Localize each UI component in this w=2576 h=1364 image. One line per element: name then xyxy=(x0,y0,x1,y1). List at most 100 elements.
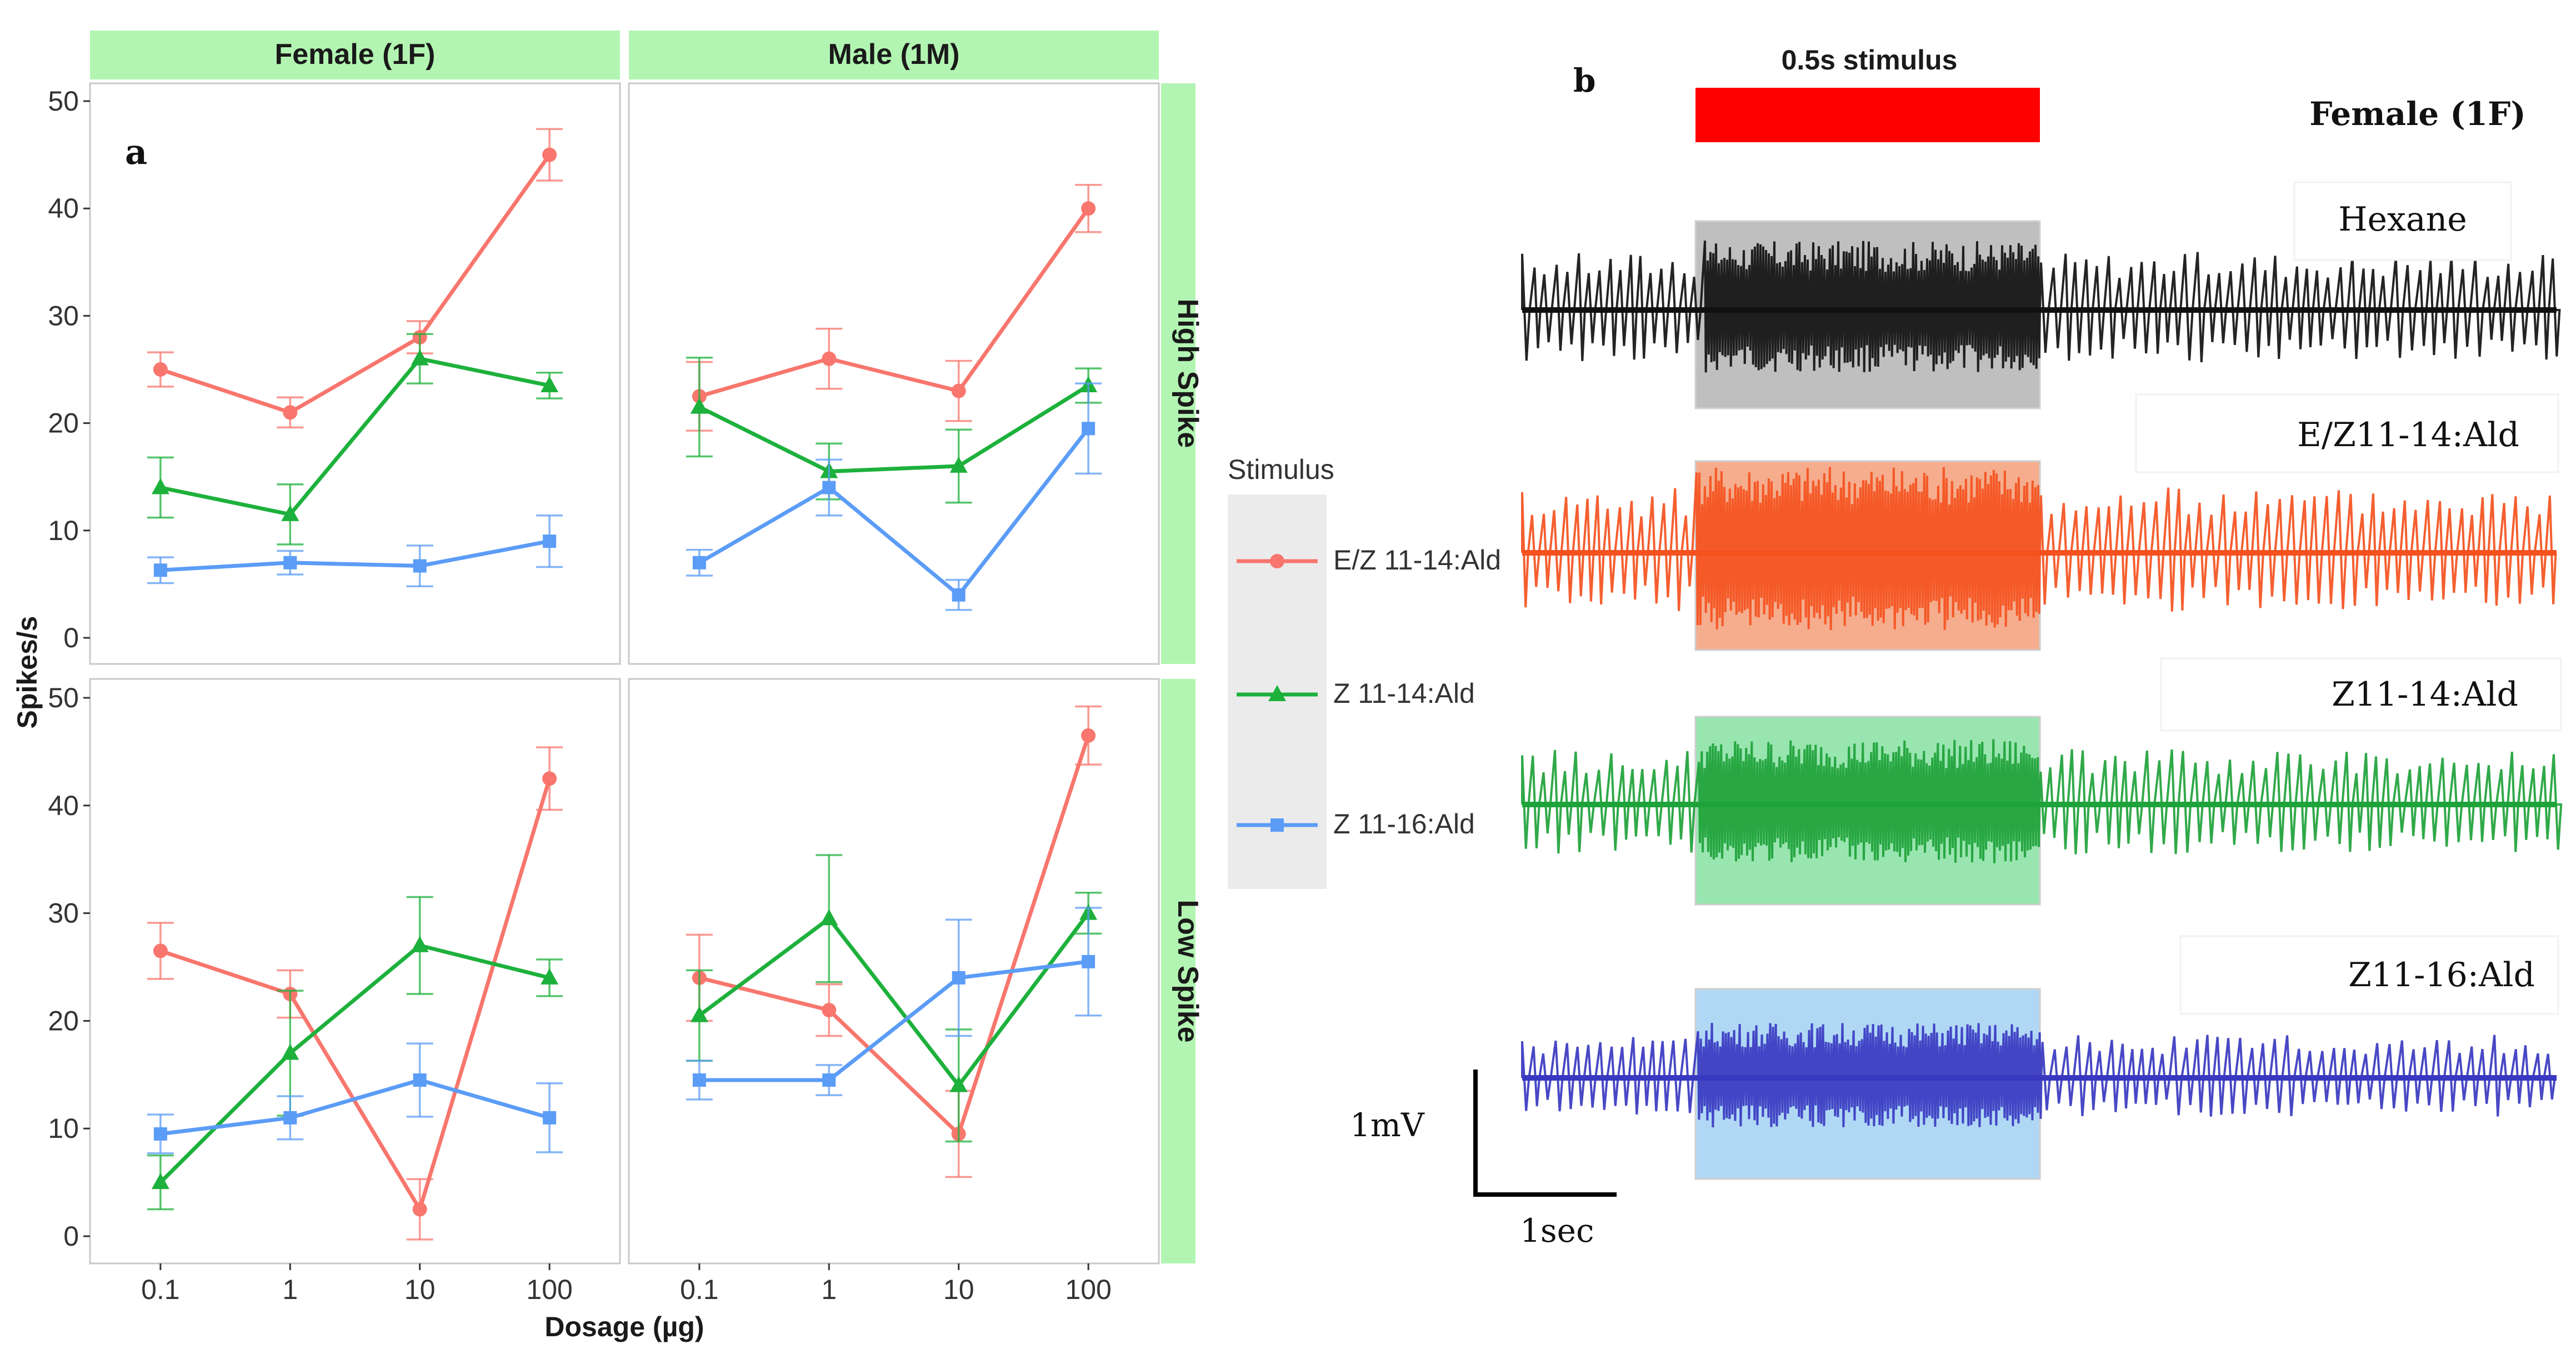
series-line-female-1f-low-spike-z-11-16-ald xyxy=(160,1078,551,1136)
data-point-female-1f-low-spike-z-11-14-ald-0 xyxy=(151,1173,169,1190)
facet-label-low-spike: Low Spike xyxy=(1172,900,1204,1042)
y-tick-label-high-spike-10: 10 xyxy=(48,515,79,546)
data-point-male-1m-high-spike-z-11-16-ald-3 xyxy=(1082,422,1096,436)
label-box-ez-11-14-ald xyxy=(2135,393,2559,473)
y-tick-label-low-spike-0: 0 xyxy=(63,1221,79,1252)
x-tick-label-female-1f-0: 0.1 xyxy=(141,1274,180,1305)
data-point-female-1f-low-spike-z-11-14-ald-2 xyxy=(411,936,429,952)
data-point-male-1m-low-spike-z-11-16-ald-3 xyxy=(1082,955,1096,968)
legend: Stimulus E/Z 11-14:Ald Z 11-14:Ald Z 11-… xyxy=(1228,454,1501,889)
facet-strip-male xyxy=(629,31,1159,79)
y-tick-label-low-spike-50: 50 xyxy=(48,682,79,713)
trace-label-z-11-14-ald: Z11-14:Ald xyxy=(2332,675,2518,714)
data-point-male-1m-low-spike-z-11-16-ald-0 xyxy=(692,1073,706,1087)
facet-strip-female xyxy=(90,31,620,79)
y-tick-label-high-spike-40: 40 xyxy=(48,193,79,224)
scale-bar-time-label: 1sec xyxy=(1520,1212,1594,1250)
data-point-female-1f-high-spike-e-z-11-14-ald-0 xyxy=(153,362,168,377)
label-box-z-11-14-ald xyxy=(2160,657,2562,732)
data-point-female-1f-low-spike-z-11-16-ald-2 xyxy=(413,1073,427,1087)
spike-traces xyxy=(1521,240,2563,1128)
data-marks-layer xyxy=(147,128,1102,1241)
data-point-male-1m-low-spike-z-11-14-ald-0 xyxy=(690,1006,708,1022)
data-point-male-1m-high-spike-z-11-16-ald-2 xyxy=(952,588,966,602)
data-point-female-1f-high-spike-z-11-16-ald-3 xyxy=(543,534,557,548)
data-point-male-1m-low-spike-z-11-16-ald-1 xyxy=(822,1073,836,1087)
data-point-female-1f-low-spike-z-11-16-ald-1 xyxy=(283,1111,297,1125)
data-point-female-1f-high-spike-z-11-16-ald-2 xyxy=(413,559,427,573)
legend-title: Stimulus xyxy=(1228,454,1334,485)
spike-trace-hexane xyxy=(1521,240,2561,373)
data-point-male-1m-high-spike-e-z-11-14-ald-3 xyxy=(1081,201,1096,216)
x-tick-label-female-1f-3: 100 xyxy=(526,1274,572,1305)
trace-label-z-11-16-ald: Z11-16:Ald xyxy=(2348,956,2535,995)
data-point-male-1m-high-spike-z-11-14-ald-0 xyxy=(690,397,708,414)
series-line-female-1f-high-spike-e-z-11-14-ald xyxy=(159,153,551,414)
facet-label-male: Male (1M) xyxy=(828,38,960,71)
axis-ticks-layer: 0 10 20 30 40 50 0 10 20 30 40 50 0.1 1 10 100 0.1 1 10 100 xyxy=(48,86,1111,1305)
data-point-female-1f-low-spike-z-11-16-ald-3 xyxy=(543,1111,557,1125)
facet-label-female: Female (1F) xyxy=(275,38,436,71)
data-point-female-1f-high-spike-z-11-14-ald-3 xyxy=(541,376,559,392)
x-tick-label-male-1m-2: 10 xyxy=(943,1274,974,1305)
legend-entry-ez-11-14-ald: E/Z 11-14:Ald xyxy=(1333,544,1501,576)
facet-label-high-spike: High Spike xyxy=(1172,299,1204,448)
data-point-male-1m-high-spike-e-z-11-14-ald-1 xyxy=(822,351,837,366)
panel-b-title: Female (1F) xyxy=(2309,95,2525,133)
panel-b-spike-traces: b 0.5s stimulus Female (1F) Hexane E/Z11… xyxy=(1350,44,2563,1250)
spike-trace-e-z11-14-ald xyxy=(1521,467,2557,631)
data-point-female-1f-low-spike-e-z-11-14-ald-0 xyxy=(153,943,168,958)
series-line-male-1m-low-spike-z-11-16-ald xyxy=(699,960,1089,1082)
data-point-male-1m-low-spike-z-11-14-ald-1 xyxy=(820,909,838,926)
data-point-male-1m-high-spike-e-z-11-14-ald-2 xyxy=(951,383,966,398)
y-tick-label-high-spike-0: 0 xyxy=(63,622,79,653)
data-point-female-1f-low-spike-z-11-16-ald-0 xyxy=(153,1127,167,1141)
series-line-female-1f-high-spike-z-11-14-ald xyxy=(160,357,550,517)
series-line-male-1m-high-spike-z-11-16-ald xyxy=(698,427,1090,597)
y-axis-title: Spikes/s xyxy=(12,616,43,729)
spike-trace-z11-14-ald xyxy=(1521,739,2563,863)
plot-panel-male-low xyxy=(628,678,1160,1265)
y-tick-label-low-spike-20: 20 xyxy=(48,1005,79,1036)
y-tick-label-high-spike-50: 50 xyxy=(48,86,79,117)
data-point-male-1m-low-spike-z-11-14-ald-2 xyxy=(949,1076,968,1092)
series-line-female-1f-high-spike-z-11-16-ald xyxy=(160,539,550,572)
data-point-female-1f-high-spike-z-11-16-ald-1 xyxy=(283,556,297,569)
y-tick-label-low-spike-30: 30 xyxy=(48,898,79,929)
legend-key-marker-z-11-14-ald xyxy=(1268,685,1286,701)
y-tick-label-low-spike-10: 10 xyxy=(48,1113,79,1144)
x-tick-label-male-1m-0: 0.1 xyxy=(680,1274,719,1305)
panel-b-label: b xyxy=(1573,62,1596,99)
series-line-male-1m-high-spike-z-11-14-ald xyxy=(698,384,1089,474)
data-point-female-1f-low-spike-z-11-14-ald-1 xyxy=(281,1043,299,1060)
data-point-female-1f-high-spike-e-z-11-14-ald-1 xyxy=(283,405,298,420)
x-tick-label-female-1f-2: 10 xyxy=(404,1274,436,1305)
legend-key-marker-z-11-16-ald xyxy=(1271,818,1284,832)
x-tick-label-female-1f-1: 1 xyxy=(282,1274,298,1305)
data-point-female-1f-low-spike-e-z-11-14-ald-2 xyxy=(412,1202,427,1217)
data-point-male-1m-high-spike-z-11-14-ald-2 xyxy=(949,456,968,473)
data-point-male-1m-high-spike-z-11-16-ald-1 xyxy=(822,481,836,494)
trace-label-ez-11-14-ald: E/Z11-14:Ald xyxy=(2297,416,2519,454)
x-tick-label-male-1m-3: 100 xyxy=(1065,1274,1111,1305)
label-box-z-11-16-ald xyxy=(2179,935,2559,1015)
series-line-male-1m-high-spike-e-z-11-14-ald xyxy=(698,207,1090,398)
panel-a-faceted-line-chart: Female (1F) Male (1M) High Spike Low Spi… xyxy=(12,31,1501,1342)
facet-strip-high-spike xyxy=(1161,83,1196,664)
stimulus-bar xyxy=(1695,88,2040,142)
y-tick-label-low-spike-40: 40 xyxy=(48,790,79,821)
panel-a-label: a xyxy=(125,132,147,172)
y-tick-label-high-spike-20: 20 xyxy=(48,408,79,439)
data-point-female-1f-low-spike-z-11-14-ald-3 xyxy=(541,968,559,985)
data-point-female-1f-low-spike-e-z-11-14-ald-3 xyxy=(542,771,557,786)
legend-entry-z-11-14-ald: Z 11-14:Ald xyxy=(1333,678,1475,709)
data-point-male-1m-low-spike-e-z-11-14-ald-1 xyxy=(822,1003,837,1018)
y-tick-label-high-spike-30: 30 xyxy=(48,300,79,331)
data-point-female-1f-high-spike-z-11-14-ald-2 xyxy=(411,349,429,366)
data-point-female-1f-high-spike-z-11-16-ald-0 xyxy=(153,563,167,577)
series-line-female-1f-low-spike-e-z-11-14-ald xyxy=(159,778,552,1212)
trace-label-hexane: Hexane xyxy=(2338,200,2467,239)
series-line-male-1m-low-spike-e-z-11-14-ald xyxy=(699,735,1091,1136)
scale-bar-voltage-label: 1mV xyxy=(1350,1106,1425,1144)
